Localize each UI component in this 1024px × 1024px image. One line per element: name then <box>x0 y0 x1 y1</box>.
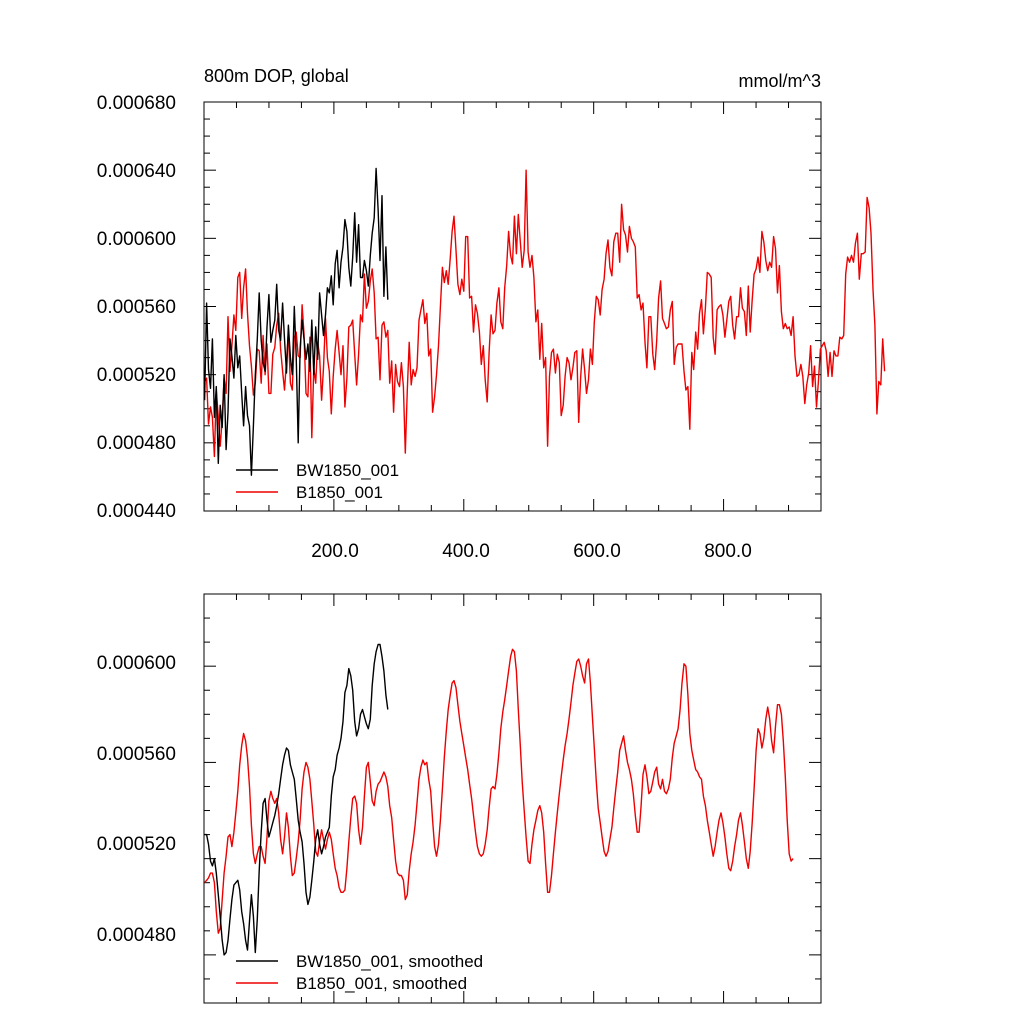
top-y-tick-label: 0.000560 <box>97 297 176 318</box>
top-x-tick-label: 400.0 <box>442 541 490 562</box>
bottom-plot-frame <box>203 593 822 1004</box>
top-legend: BW1850_001 B1850_001 <box>236 461 399 502</box>
top-legend-label-b1850: B1850_001 <box>296 483 383 502</box>
bottom-series-group <box>204 643 794 956</box>
top-x-tick-label: 200.0 <box>311 541 359 562</box>
top-y-tick-label: 0.000640 <box>97 161 176 182</box>
bottom-y-tick-label: 0.000520 <box>97 834 176 855</box>
top-y-tick-label: 0.000600 <box>97 229 176 250</box>
bottom-y-tick-labels: 0.000600 0.000560 0.000520 0.000480 <box>97 653 176 946</box>
bottom-series-line-bw1850-001 <box>204 643 389 956</box>
bottom-y-tick-label: 0.000600 <box>97 653 176 674</box>
top-legend-label-bw1850: BW1850_001 <box>296 461 399 480</box>
top-y-tick-label: 0.000520 <box>97 365 176 386</box>
bottom-legend: BW1850_001, smoothed B1850_001, smoothed <box>236 952 483 993</box>
bottom-panel: 0.000600 0.000560 0.000520 0.000480 BW18… <box>97 593 822 1004</box>
top-x-tick-label: 800.0 <box>704 541 752 562</box>
bottom-y-tick-label: 0.000480 <box>97 925 176 946</box>
top-x-tick-labels: 200.0 400.0 600.0 800.0 <box>311 541 752 562</box>
top-y-tick-labels: 0.000680 0.000640 0.000600 0.000560 0.00… <box>97 93 176 522</box>
top-y-tick-label: 0.000480 <box>97 433 176 454</box>
bottom-series-line-b1850-001 <box>204 648 794 934</box>
top-panel-title: 800m DOP, global <box>204 66 349 86</box>
top-series-group <box>203 167 886 476</box>
top-series-line-bw1850-001 <box>203 167 389 476</box>
bottom-legend-label-b1850: B1850_001, smoothed <box>296 974 467 993</box>
bottom-y-tick-label: 0.000560 <box>97 744 176 765</box>
top-y-tick-label: 0.000440 <box>97 501 176 522</box>
top-panel-units: mmol/m^3 <box>739 71 821 91</box>
top-panel: 800m DOP, global mmol/m^3 0.000680 0.000… <box>97 66 886 562</box>
bottom-axis-ticks <box>204 593 822 1004</box>
bottom-legend-label-bw1850: BW1850_001, smoothed <box>296 952 483 971</box>
top-x-tick-label: 600.0 <box>573 541 621 562</box>
top-y-tick-label: 0.000680 <box>97 93 176 114</box>
